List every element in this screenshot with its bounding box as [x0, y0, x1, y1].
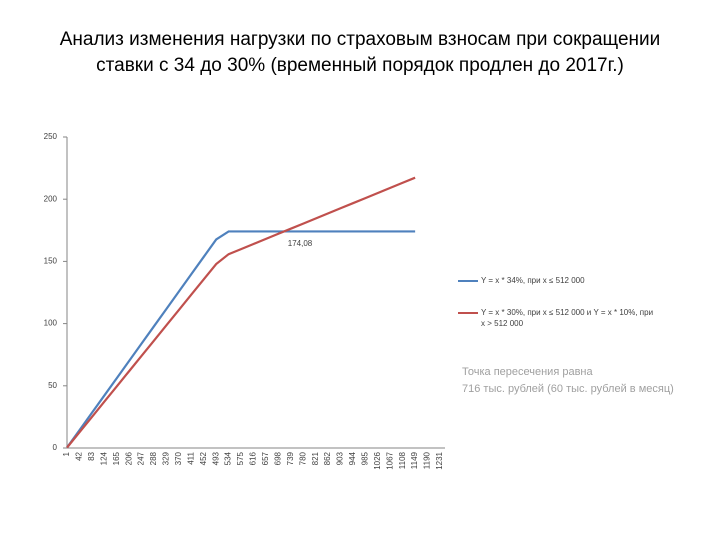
- x-tick-label: 165: [112, 451, 121, 465]
- y-tick-label: 0: [53, 443, 58, 452]
- x-tick-label: 288: [149, 451, 158, 465]
- x-tick-label: 124: [99, 451, 108, 465]
- x-tick-label: 1231: [435, 451, 444, 469]
- data-label: 174,08: [288, 239, 313, 248]
- note: Точка пересечения равна: [462, 366, 593, 378]
- x-tick-label: 903: [336, 451, 345, 465]
- series-line: [66, 176, 416, 449]
- x-tick-label: 1149: [410, 451, 419, 469]
- x-tick-label: 780: [298, 451, 307, 465]
- x-tick-label: 493: [211, 451, 220, 465]
- x-tick-label: 862: [323, 451, 332, 465]
- legend-label: Y = x * 30%, при x ≤ 512 000 и Y = x * 1…: [481, 308, 653, 328]
- x-tick-label: 985: [361, 451, 370, 465]
- x-tick-label: 1067: [385, 451, 394, 469]
- x-tick-label: 1190: [423, 451, 432, 469]
- x-tick-label: 616: [249, 451, 258, 465]
- x-tick-label: 657: [261, 451, 270, 465]
- x-tick-label: 534: [224, 451, 233, 465]
- x-tick-label: 1108: [398, 451, 407, 469]
- series-line: [66, 230, 416, 449]
- note: 716 тыс. рублей (60 тыс. рублей в месяц): [462, 383, 674, 395]
- x-tick-label: 821: [311, 451, 320, 465]
- x-tick-label: 370: [174, 451, 183, 465]
- x-tick-label: 944: [348, 451, 357, 465]
- x-tick-label: 83: [87, 451, 96, 460]
- x-tick-label: 698: [273, 451, 282, 465]
- y-tick-label: 100: [44, 319, 58, 328]
- x-tick-label: 206: [124, 451, 133, 465]
- chart-title: ставки с 34 до 30% (временный порядок пр…: [96, 55, 624, 76]
- x-tick-label: 1: [62, 451, 71, 456]
- y-tick-label: 50: [48, 381, 57, 390]
- x-tick-label: 411: [186, 451, 195, 464]
- chart-title: Анализ изменения нагрузки по страховым в…: [60, 29, 661, 50]
- y-tick-label: 200: [44, 194, 58, 203]
- x-tick-label: 42: [75, 451, 84, 460]
- x-tick-label: 247: [137, 451, 146, 465]
- x-tick-label: 1026: [373, 451, 382, 469]
- x-tick-label: 452: [199, 451, 208, 465]
- x-tick-label: 739: [286, 451, 295, 465]
- y-tick-label: 150: [44, 257, 58, 266]
- x-tick-label: 329: [162, 451, 171, 465]
- legend-label: Y = x * 34%, при x ≤ 512 000: [481, 276, 585, 285]
- y-tick-label: 250: [44, 132, 58, 141]
- x-tick-label: 575: [236, 451, 245, 465]
